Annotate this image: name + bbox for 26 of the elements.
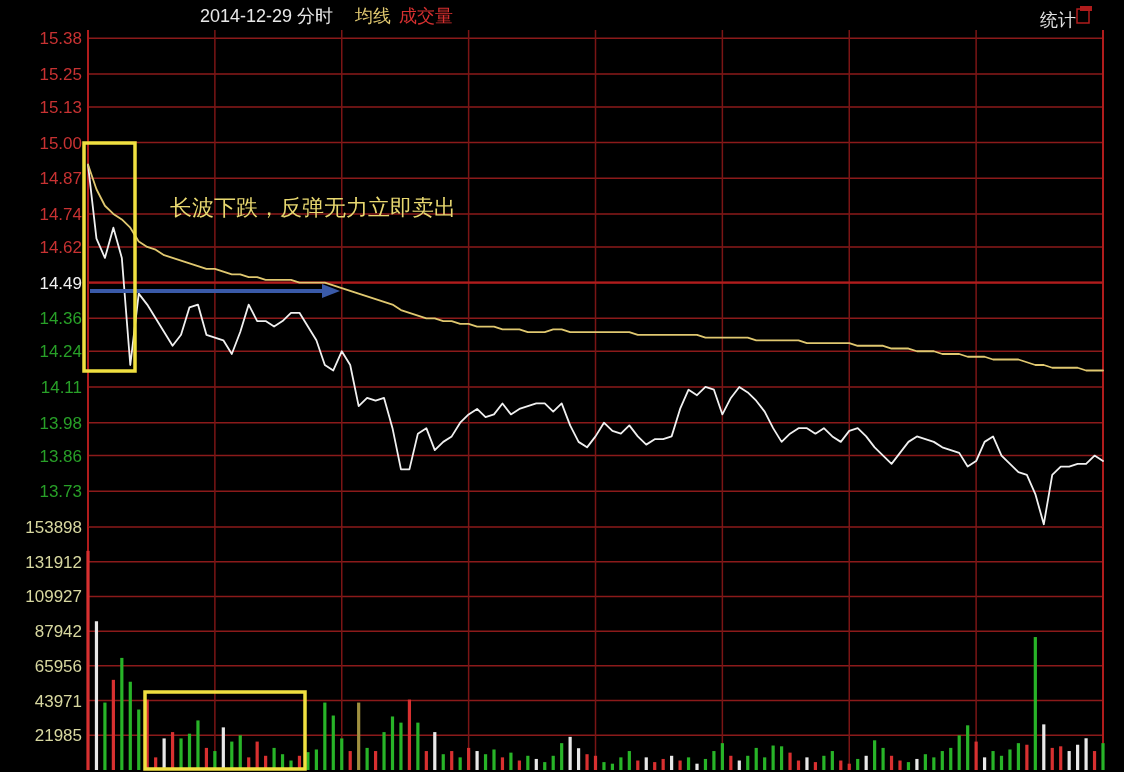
- y-tick-label: 87942: [34, 622, 82, 642]
- y-tick-label: 14.62: [39, 237, 82, 257]
- y-tick-label: 13.86: [39, 446, 82, 466]
- y-tick-label: 14.36: [39, 309, 82, 329]
- y-tick-label: 15.00: [39, 133, 82, 153]
- y-tick-label: 14.11: [40, 377, 82, 397]
- annotation: 统计: [1040, 10, 1076, 30]
- y-tick-label: 65956: [34, 656, 82, 676]
- chart-title: 2014-12-29 分时: [200, 6, 334, 26]
- annotation: 长波下跌，反弹无力立即卖出: [170, 195, 456, 220]
- y-tick-label: 13.73: [39, 482, 82, 502]
- y-tick-label: 43971: [34, 691, 82, 711]
- y-tick-label: 14.74: [39, 204, 82, 224]
- y-tick-label: 131912: [25, 552, 82, 572]
- y-tick-label: 15.25: [39, 64, 82, 84]
- y-tick-label: 15.13: [39, 97, 82, 117]
- y-tick-label: 14.24: [39, 342, 82, 362]
- y-tick-label: 21985: [34, 726, 82, 746]
- text: 均线: [353, 6, 391, 26]
- y-tick-label: 15.38: [39, 29, 82, 49]
- y-tick-label: 109927: [25, 587, 82, 607]
- y-tick-label: 14.49: [39, 273, 82, 293]
- y-tick-label: 14.87: [39, 169, 82, 189]
- y-tick-label: 13.98: [39, 413, 82, 433]
- y-tick-label: 153898: [25, 518, 82, 537]
- text: 成交量: [398, 6, 453, 26]
